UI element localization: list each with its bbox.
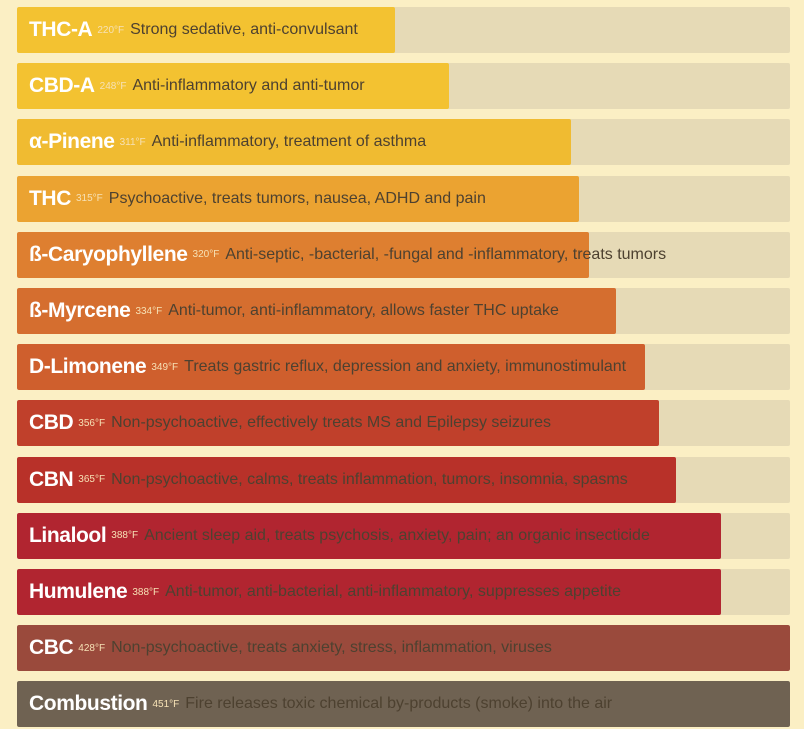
bar xyxy=(17,456,677,503)
bar-row: CBD 356°F Non-psychoactive, effectively tr… xyxy=(17,400,790,447)
boiling-point-label: 388°F xyxy=(111,530,139,542)
bar-label: THC-A 220°F Strong sedative, anti-convulsa… xyxy=(29,7,358,53)
bar-row: THC 315°F Psychoactive, treats tumors, nau… xyxy=(17,175,790,222)
bar-row: α-Pinene 311°F Anti-inflammatory, treatmen… xyxy=(17,119,790,166)
bar-row: CBD-A 248°F Anti-inflammatory and anti-tum… xyxy=(17,63,790,110)
effect-description: Treats gastric reflux, depression and an… xyxy=(184,358,627,376)
bar xyxy=(17,7,395,53)
boiling-point-label: 320°F xyxy=(192,249,220,261)
boiling-point-label: 334°F xyxy=(135,305,163,317)
compound-name: CBD xyxy=(29,411,74,435)
bar xyxy=(17,569,721,615)
bar-row: CBN 365°F Non-psychoactive, calms, treats … xyxy=(17,456,790,503)
compound-name: CBC xyxy=(29,636,74,660)
bar xyxy=(17,231,589,278)
effect-description: Non-psychoactive, calms, treats inflamma… xyxy=(111,470,628,488)
bar xyxy=(17,63,449,110)
bar-label: Combustion 451°F Fire releases toxic chemi… xyxy=(29,681,612,727)
bar xyxy=(17,400,659,447)
compound-name: Combustion xyxy=(29,692,148,716)
bar-row: CBC 428°F Non-psychoactive, treats anxiety… xyxy=(17,625,790,672)
boiling-point-label: 315°F xyxy=(75,193,103,205)
compound-name: ß-Myrcene xyxy=(29,299,131,322)
bar-row: D-Limonene 349°F Treats gastric reflux, de… xyxy=(17,344,790,391)
bar-label: CBN 365°F Non-psychoactive, calms, treats … xyxy=(29,457,628,503)
bar-row: ß-Myrcene 334°F Anti-tumor, anti-inflammat… xyxy=(17,288,790,334)
boiling-point-label: 311°F xyxy=(119,136,146,148)
effect-description: Anti-septic, -bacterial, -fungal and -in… xyxy=(225,245,667,263)
bar xyxy=(17,288,616,334)
effect-description: Ancient sleep aid, treats psychosis, anx… xyxy=(144,526,650,544)
compound-name: Humulene xyxy=(29,580,128,603)
effect-description: Strong sedative, anti-convulsant xyxy=(130,21,358,38)
bar xyxy=(17,512,721,559)
boiling-point-label: 365°F xyxy=(78,474,106,486)
compound-name: THC xyxy=(29,186,71,210)
boiling-point-label: 220°F xyxy=(97,24,125,36)
bar-row: ß-Caryophyllene 320°F Anti-septic, -bacter… xyxy=(17,231,790,278)
bar-row: Combustion 451°F Fire releases toxic chemi… xyxy=(17,681,790,728)
compound-name: THC-A xyxy=(29,18,93,41)
bar xyxy=(17,344,646,391)
boiling-point-label: 248°F xyxy=(99,80,127,92)
bar-row: Humulene 388°F Anti-tumor, anti-bacterial,… xyxy=(17,569,790,615)
bar-label: α-Pinene 311°F Anti-inflammatory, treatmen… xyxy=(29,119,426,165)
bar-label: CBD-A 248°F Anti-inflammatory and anti-tum… xyxy=(29,63,365,109)
effect-description: Non-psychoactive, effectively treats MS … xyxy=(111,414,551,432)
effect-description: Non-psychoactive, treats anxiety, stress… xyxy=(111,639,552,657)
effect-description: Fire releases toxic chemical by-products… xyxy=(185,695,613,713)
effect-description: Anti-tumor, anti-bacterial, anti-inflamm… xyxy=(165,583,622,600)
bar-label: CBC 428°F Non-psychoactive, treats anxiety… xyxy=(29,625,552,671)
effect-description: Psychoactive, treats tumors, nausea, ADH… xyxy=(108,189,486,207)
bar-label: D-Limonene 349°F Treats gastric reflux, de… xyxy=(29,344,626,390)
boiling-point-label: 428°F xyxy=(78,642,106,654)
bar-label: ß-Caryophyllene 320°F Anti-septic, -bacter… xyxy=(29,232,666,278)
bar xyxy=(17,119,572,166)
bar xyxy=(17,625,790,672)
bar xyxy=(17,175,580,222)
bar-label: Humulene 388°F Anti-tumor, anti-bacterial,… xyxy=(29,569,621,615)
bar-label: Linalool 388°F Ancient sleep aid, treats p… xyxy=(29,513,650,559)
effect-description: Anti-inflammatory, treatment of asthma xyxy=(151,133,427,151)
bar-label: THC 315°F Psychoactive, treats tumors, nau… xyxy=(29,176,486,222)
effect-description: Anti-tumor, anti-inflammatory, allows fa… xyxy=(168,302,559,319)
compound-name: ß-Caryophyllene xyxy=(29,242,188,266)
bar-label: ß-Myrcene 334°F Anti-tumor, anti-inflammat… xyxy=(29,288,559,334)
boiling-point-label: 451°F xyxy=(152,698,180,710)
compound-name: CBD-A xyxy=(29,74,95,98)
compound-name: CBN xyxy=(29,467,74,491)
compound-name: Linalool xyxy=(29,523,107,547)
bar-label: CBD 356°F Non-psychoactive, effectively tr… xyxy=(29,400,551,446)
bar-row: THC-A 220°F Strong sedative, anti-convulsa… xyxy=(17,7,790,53)
compound-name: α-Pinene xyxy=(29,130,115,154)
bar-row: Linalool 388°F Ancient sleep aid, treats p… xyxy=(17,512,790,559)
boiling-point-label: 356°F xyxy=(78,417,106,429)
boiling-point-label: 349°F xyxy=(151,361,179,373)
effect-description: Anti-inflammatory and anti-tumor xyxy=(132,77,365,95)
bar xyxy=(17,681,790,728)
compound-name: D-Limonene xyxy=(29,355,147,379)
boiling-point-label: 388°F xyxy=(132,586,160,598)
